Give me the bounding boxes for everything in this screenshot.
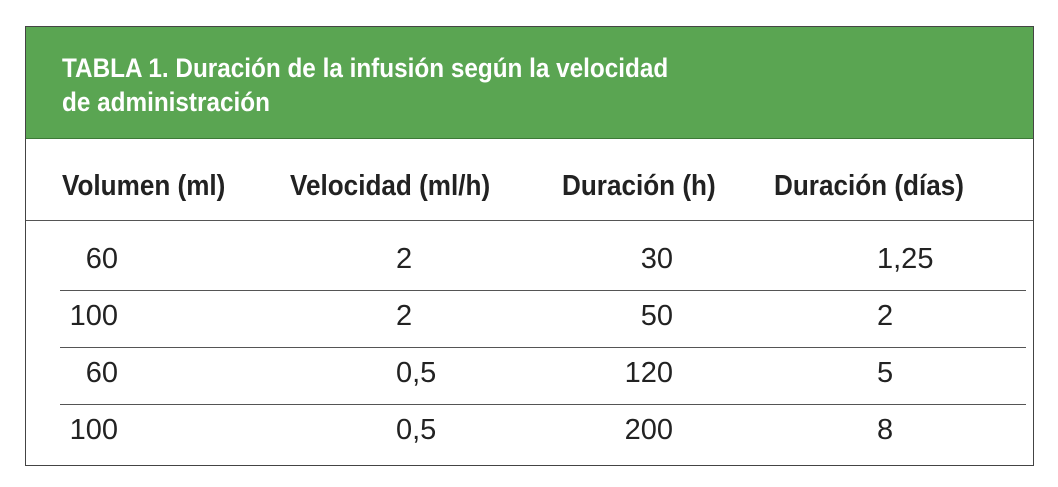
table-cell: 2 <box>877 300 894 332</box>
table-cell: 2 <box>396 243 413 275</box>
table-cell: 8 <box>877 414 894 446</box>
table-cell: 2 <box>396 300 413 332</box>
table-frame: TABLA 1. Duración de la infusión según l… <box>25 26 1034 466</box>
column-header: Volumen (ml) <box>62 170 226 202</box>
table-cell: 0,5 <box>396 357 437 389</box>
table-cell: 1,25 <box>877 243 934 275</box>
table-cell: 100 <box>69 414 118 446</box>
table-cell: 200 <box>624 414 673 446</box>
table-cell: 30 <box>640 243 673 275</box>
table-cell: 60 <box>85 243 118 275</box>
table-cell: 5 <box>877 357 894 389</box>
table-cell: 120 <box>624 357 673 389</box>
table-header: TABLA 1. Duración de la infusión según l… <box>26 27 1033 139</box>
table-cell: 100 <box>69 300 118 332</box>
row-separator <box>60 290 1026 291</box>
table-cell: 0,5 <box>396 414 437 446</box>
column-header: Velocidad (ml/h) <box>290 170 491 202</box>
table-cell: 60 <box>85 357 118 389</box>
title-line: TABLA 1. Duración de la infusión según l… <box>62 53 669 83</box>
table-cell: 50 <box>640 300 673 332</box>
column-header: Duración (días) <box>774 170 964 202</box>
header-separator <box>26 220 1033 221</box>
title-line: de administración <box>62 87 270 117</box>
row-separator <box>60 347 1026 348</box>
row-separator <box>60 404 1026 405</box>
column-header: Duración (h) <box>562 170 716 202</box>
